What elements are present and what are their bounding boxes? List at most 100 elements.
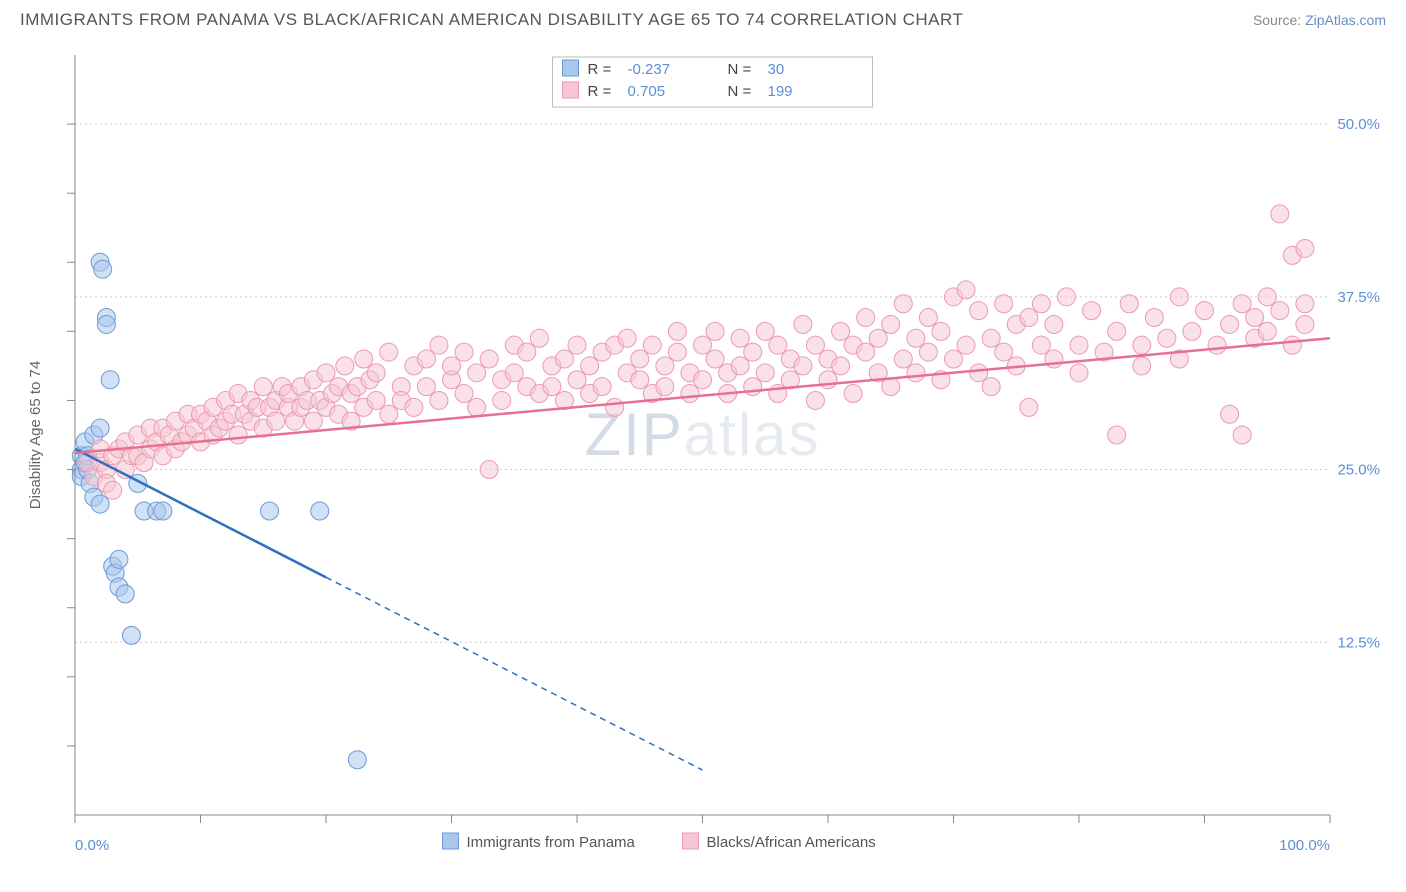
data-point — [593, 378, 611, 396]
data-point — [794, 315, 812, 333]
chart-header: IMMIGRANTS FROM PANAMA VS BLACK/AFRICAN … — [0, 0, 1406, 35]
data-point — [480, 350, 498, 368]
data-point — [806, 391, 824, 409]
data-point — [1032, 295, 1050, 313]
data-point — [367, 364, 385, 382]
data-point — [91, 495, 109, 513]
legend-r-value: 0.705 — [628, 83, 666, 100]
data-point — [581, 357, 599, 375]
data-point — [91, 419, 109, 437]
data-point — [380, 405, 398, 423]
data-point — [355, 350, 373, 368]
data-point — [317, 364, 335, 382]
data-point — [1258, 288, 1276, 306]
data-point — [568, 336, 586, 354]
data-point — [995, 295, 1013, 313]
legend-r-value: -0.237 — [628, 61, 671, 78]
y-tick-label: 37.5% — [1337, 289, 1380, 306]
data-point — [1296, 239, 1314, 257]
data-point — [945, 350, 963, 368]
data-point — [919, 343, 937, 361]
data-point — [97, 315, 115, 333]
data-point — [1020, 309, 1038, 327]
y-tick-label: 12.5% — [1337, 634, 1380, 651]
data-point — [417, 378, 435, 396]
data-point — [907, 329, 925, 347]
data-point — [455, 385, 473, 403]
data-point — [1133, 357, 1151, 375]
data-point — [417, 350, 435, 368]
data-point — [380, 343, 398, 361]
scatter-chart: ZIPatlasDisability Age 65 to 7412.5%25.0… — [20, 45, 1386, 892]
data-point — [756, 364, 774, 382]
data-point — [518, 343, 536, 361]
data-point — [1045, 315, 1063, 333]
data-point — [731, 329, 749, 347]
data-point — [154, 502, 172, 520]
data-point — [668, 322, 686, 340]
data-point — [857, 343, 875, 361]
data-point — [116, 585, 134, 603]
data-point — [1221, 315, 1239, 333]
data-point — [706, 322, 724, 340]
data-point — [1120, 295, 1138, 313]
data-point — [970, 364, 988, 382]
data-point — [336, 357, 354, 375]
data-point — [1070, 364, 1088, 382]
data-point — [1020, 398, 1038, 416]
x-tick-label: 0.0% — [75, 837, 109, 854]
data-point — [1133, 336, 1151, 354]
legend-n-label: N = — [728, 61, 752, 78]
data-point — [643, 336, 661, 354]
data-point — [468, 398, 486, 416]
data-point — [769, 336, 787, 354]
data-point — [744, 378, 762, 396]
data-point — [254, 378, 272, 396]
data-point — [970, 302, 988, 320]
data-point — [1271, 205, 1289, 223]
data-point — [1258, 322, 1276, 340]
data-point — [982, 329, 1000, 347]
source-link[interactable]: ZipAtlas.com — [1305, 12, 1386, 28]
data-point — [101, 371, 119, 389]
data-point — [631, 371, 649, 389]
data-point — [1145, 309, 1163, 327]
bottom-legend-label: Blacks/African Americans — [707, 834, 876, 851]
y-axis-label: Disability Age 65 to 74 — [27, 361, 44, 509]
data-point — [1032, 336, 1050, 354]
data-point — [681, 385, 699, 403]
data-point — [94, 260, 112, 278]
data-point — [1271, 302, 1289, 320]
data-point — [1196, 302, 1214, 320]
series-panama — [72, 253, 366, 768]
data-point — [443, 357, 461, 375]
data-point — [267, 412, 285, 430]
data-point — [744, 343, 762, 361]
data-point — [311, 502, 329, 520]
data-point — [806, 336, 824, 354]
data-point — [468, 364, 486, 382]
data-point — [1057, 288, 1075, 306]
data-point — [882, 378, 900, 396]
data-point — [668, 343, 686, 361]
data-point — [555, 350, 573, 368]
data-point — [1233, 295, 1251, 313]
data-point — [794, 357, 812, 375]
y-tick-label: 25.0% — [1337, 462, 1380, 479]
data-point — [229, 426, 247, 444]
data-point — [304, 412, 322, 430]
legend-n-value: 30 — [768, 61, 785, 78]
bottom-legend-label: Immigrants from Panama — [467, 834, 636, 851]
data-point — [631, 350, 649, 368]
data-point — [1070, 336, 1088, 354]
data-point — [656, 378, 674, 396]
data-point — [844, 385, 862, 403]
data-point — [882, 315, 900, 333]
data-point — [543, 378, 561, 396]
legend-n-value: 199 — [768, 83, 793, 100]
data-point — [832, 357, 850, 375]
trend-line-dash-panama — [326, 577, 703, 770]
bottom-legend-swatch — [683, 833, 699, 849]
source-attribution: Source: ZipAtlas.com — [1253, 12, 1386, 28]
data-point — [857, 309, 875, 327]
